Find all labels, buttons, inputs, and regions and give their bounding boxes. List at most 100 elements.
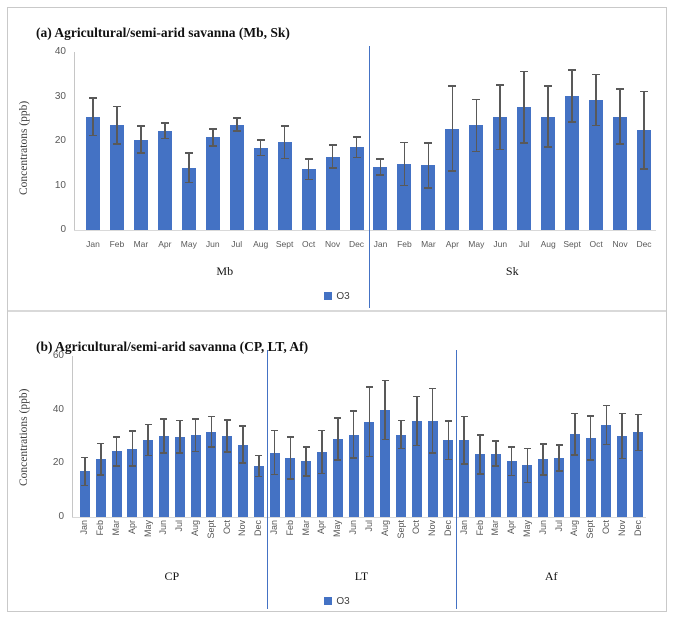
x-tick-label: Jul [231,239,243,249]
x-tick-label: Apr [314,520,330,560]
error-bar [160,418,168,454]
x-tick-label: May [180,239,197,249]
error-bar-cap-bottom [413,444,421,447]
group-divider-line [456,350,457,609]
error-bar [365,386,373,458]
error-bar-cap-top [144,423,152,426]
bar-af-oct [601,424,612,517]
error-bar-stem [368,386,371,458]
error-bar-stem [355,136,358,159]
error-bar [444,420,452,461]
error-bar-stem [495,440,497,468]
error-bar-stem [188,152,190,184]
error-bar-cap-bottom [207,446,215,449]
error-bar-cap-bottom [192,450,200,453]
x-tick-label: Jul [172,520,188,560]
error-bar-stem [499,84,502,151]
chart-b: (b) Agricultural/semi-arid savanna (CP, … [8,312,666,611]
error-bar-cap-bottom [496,148,505,151]
bar-sk-mar [421,165,436,230]
error-bar [113,435,120,467]
bar-lt-feb [285,457,296,517]
error-bar-cap-top [571,412,579,415]
bar-lt-dec [443,440,454,517]
error-bar-cap-top [476,434,484,436]
x-tick-label-text: May [142,520,153,538]
x-tick-label: Jan [456,520,472,560]
error-bar-stem [416,395,418,447]
error-bar-cap-top [472,98,481,101]
error-bar-stem [283,125,286,160]
error-bar-cap-bottom [160,452,168,454]
error-bar-cap-top [318,429,326,432]
x-tick-label: Apr [504,520,520,560]
bar-af-apr [506,461,517,517]
x-tick-label-text: Jul [363,520,374,532]
x-tick-label: Jun [535,520,551,560]
error-bar-cap-top [136,125,145,128]
error-bar-cap-bottom [602,443,610,446]
group-divider-line [267,350,268,609]
error-bar-stem [427,142,430,189]
x-tick-label: Oct [301,239,316,249]
group-divider-line [369,46,370,308]
error-bar-cap-top [112,105,121,108]
error-bar [429,387,437,454]
error-bar-cap-top [397,419,405,422]
bar-mb-apr [157,130,172,230]
error-bar [544,85,553,148]
error-bar-cap-top [508,446,516,449]
error-bar [232,117,241,132]
error-bar-cap-bottom [160,137,169,140]
legend-swatch-o3-icon [324,597,333,605]
bar-sk-aug [541,116,556,230]
error-bar [256,139,265,157]
error-bar-stem [242,425,244,464]
error-bar-cap-bottom [97,474,105,476]
error-bar-cap-bottom [397,447,405,450]
bar-lt-jan [269,452,280,517]
bar-cp-jun [158,435,169,517]
error-bar [81,456,89,487]
x-tick-label-text: Apr [126,520,137,535]
error-bar-cap-bottom [520,142,529,144]
error-bar-cap-top [328,144,337,146]
x-tick-label: Nov [612,239,628,249]
error-bar-stem [92,96,94,137]
x-tick-label: Jul [518,239,530,249]
error-bar-cap-bottom [523,481,531,484]
chart-a-title: (a) Agricultural/semi-arid savanna (Mb, … [36,25,290,41]
x-tick-label: Aug [567,520,583,560]
x-tick-label: Mar [298,520,314,560]
bar-sk-apr [445,128,460,230]
error-bar [523,447,531,484]
error-bar-stem [619,88,621,145]
error-bar-cap-top [634,413,642,416]
error-bar-cap-bottom [568,121,577,123]
error-bar-cap-bottom [271,473,279,476]
error-bar-stem [164,122,166,140]
bar-cp-jul [174,436,185,517]
error-bar [239,425,247,464]
error-bar-cap-top [81,456,89,459]
x-tick-label-text: Sept [395,520,406,539]
bar-lt-sept [396,434,406,517]
x-tick-label: Sept [203,520,219,560]
bar-sk-feb [397,164,412,230]
error-bar-stem [99,442,102,476]
error-bar-cap-bottom [476,473,484,475]
error-bar-cap-bottom [113,464,120,467]
bar-cp-jan [79,471,90,517]
x-tick-label-text: Dec [253,520,264,537]
x-tick-label-text: Jan [458,520,469,535]
error-bar-cap-bottom [304,178,313,181]
error-bar-cap-top [160,418,168,420]
error-bar-cap-bottom [223,450,231,453]
error-bar-stem [637,413,639,452]
error-bar-cap-bottom [634,449,642,452]
bar-lt-oct [411,420,422,517]
x-tick-label-text: Nov [616,520,627,537]
error-bar-cap-bottom [328,167,337,170]
bar-af-sept [585,437,596,517]
